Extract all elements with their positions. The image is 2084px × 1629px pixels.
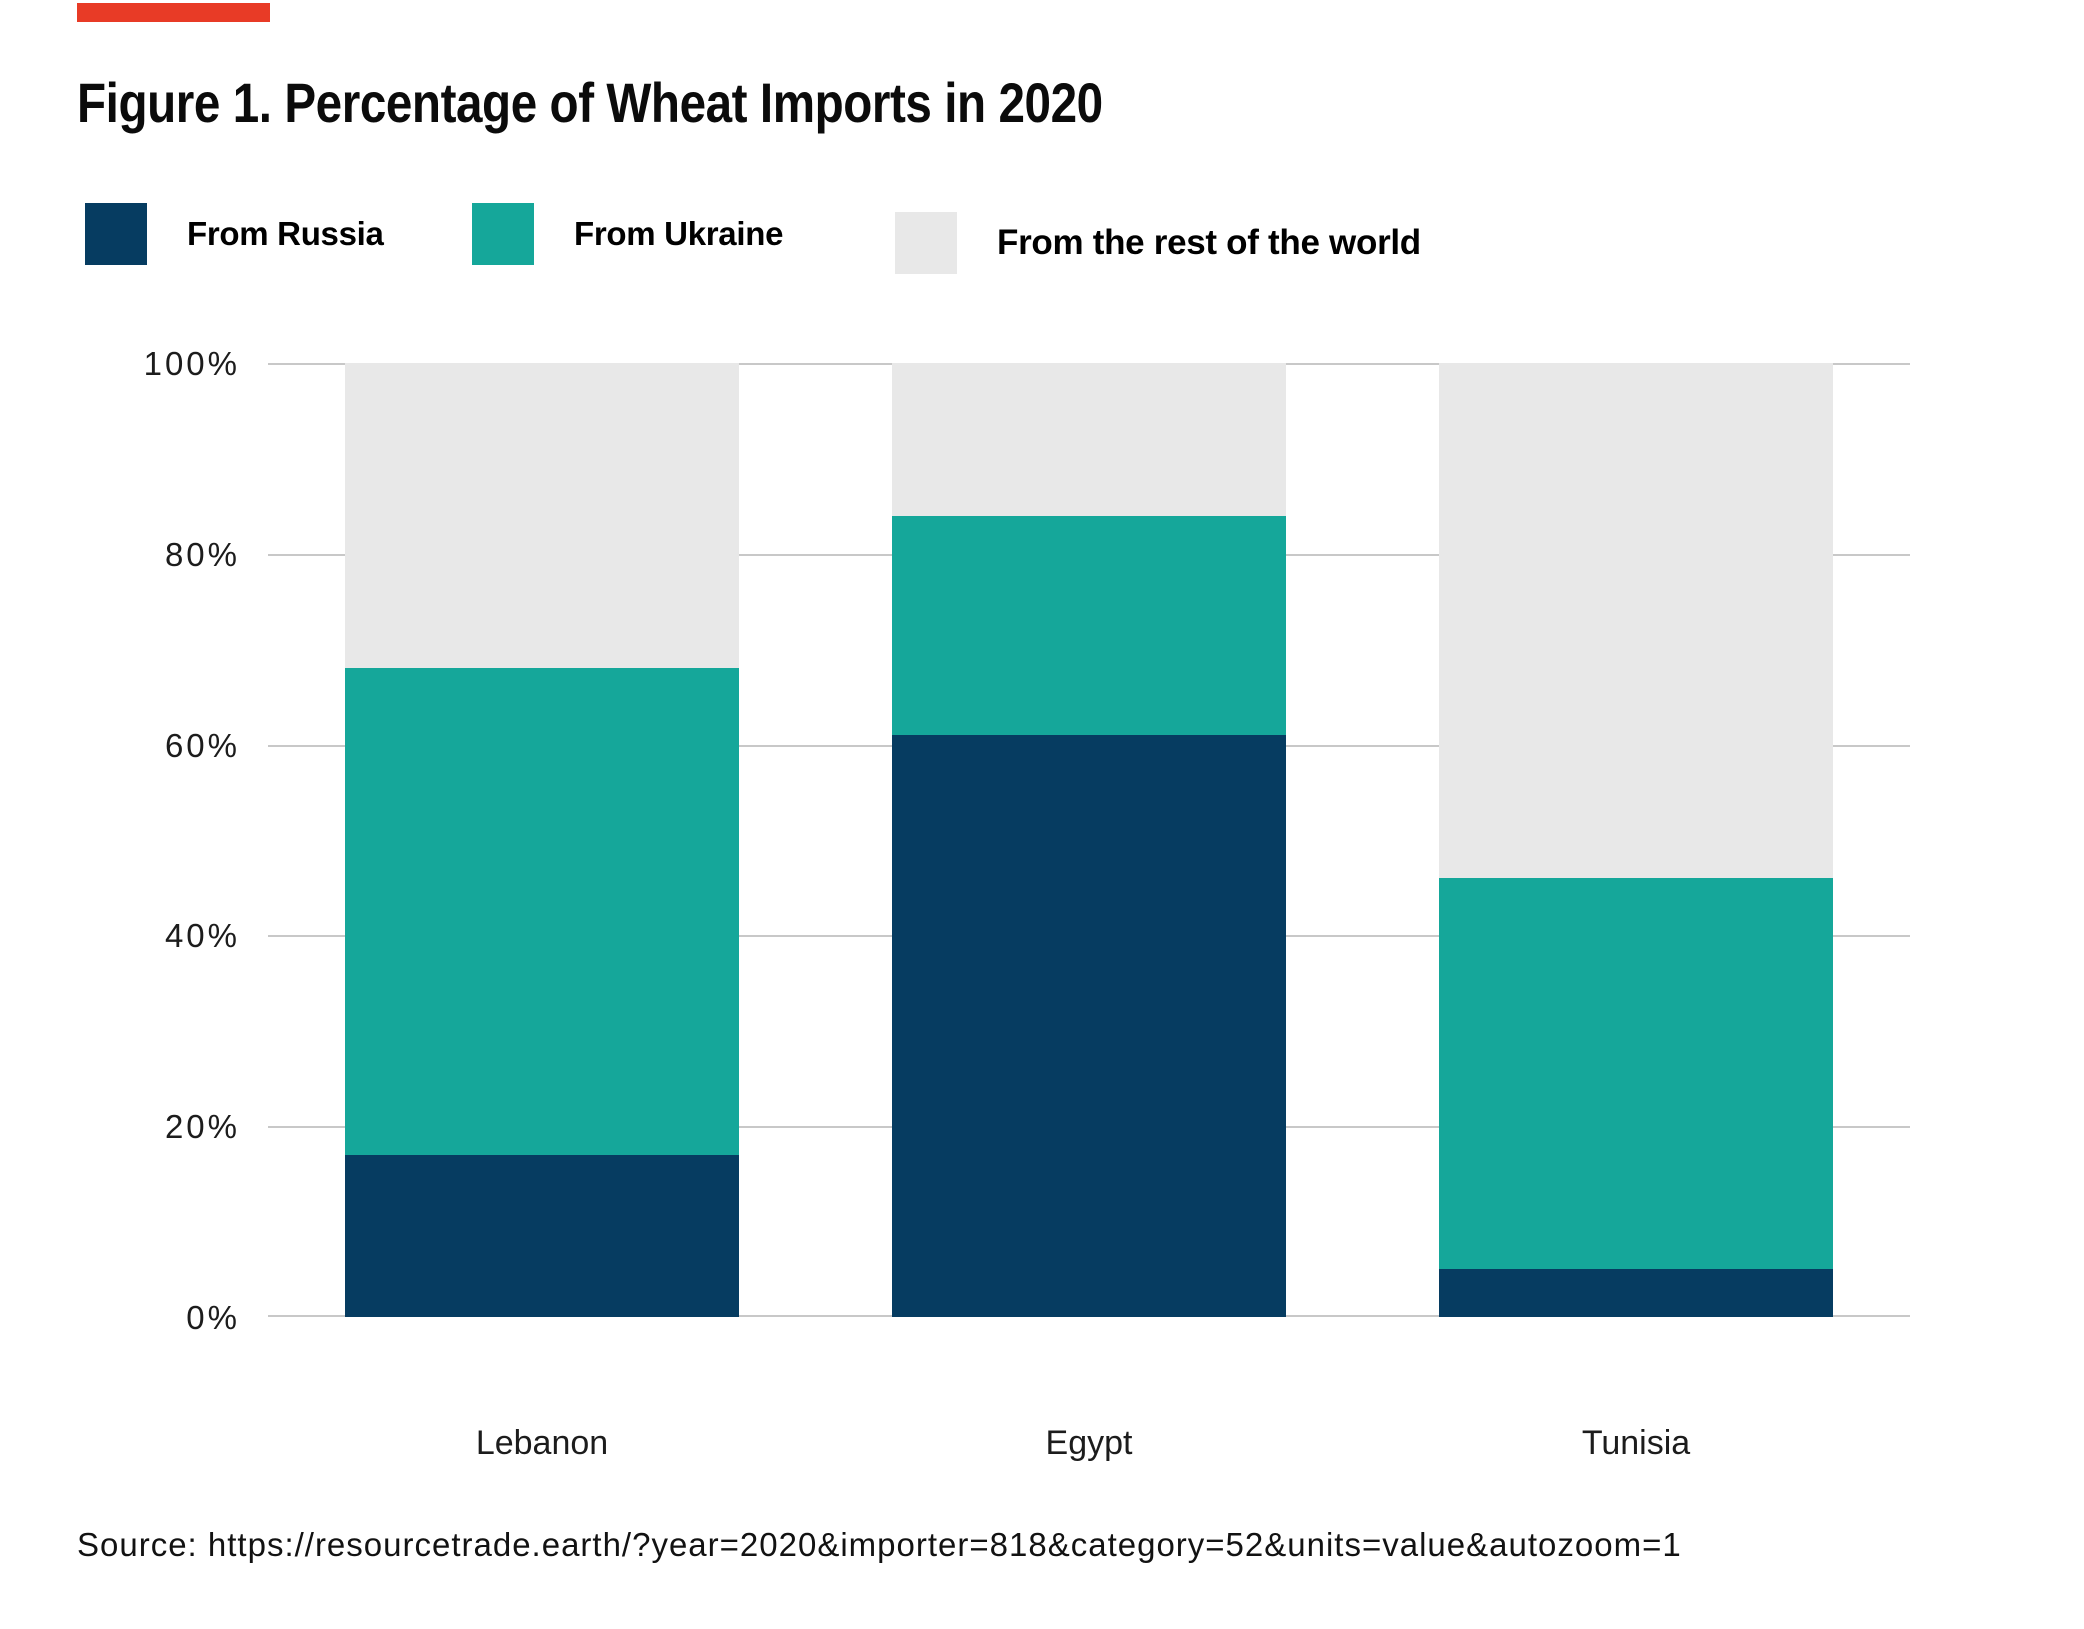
category-label: Lebanon bbox=[475, 1424, 609, 1462]
y-tick-label: 100% bbox=[143, 345, 240, 382]
category-label: Egypt bbox=[1045, 1424, 1133, 1462]
y-tick-label: 60% bbox=[164, 726, 240, 764]
segment-from-ukraine bbox=[1439, 878, 1833, 1270]
stacked-bar-chart bbox=[268, 363, 1910, 1317]
segment-from-russia bbox=[1439, 1269, 1833, 1317]
bar-egypt bbox=[892, 363, 1286, 1317]
source-line: Source: https://resourcetrade.earth/?yea… bbox=[77, 1526, 1682, 1563]
legend-swatch bbox=[85, 203, 147, 265]
segment-from-russia bbox=[892, 735, 1286, 1317]
segment-from-the-rest-of-the-world bbox=[1439, 363, 1833, 879]
legend-label: From the rest of the world bbox=[997, 223, 1421, 262]
segment-from-the-rest-of-the-world bbox=[892, 363, 1286, 516]
segment-from-the-rest-of-the-world bbox=[345, 363, 739, 669]
legend-label: From Ukraine bbox=[574, 215, 784, 252]
brand-accent-bar bbox=[77, 3, 270, 22]
y-tick-label: 40% bbox=[164, 917, 240, 955]
segment-from-ukraine bbox=[345, 668, 739, 1155]
segment-from-ukraine bbox=[892, 515, 1286, 736]
legend-swatch bbox=[895, 212, 957, 274]
figure-title: Figure 1. Percentage of Wheat Imports in… bbox=[77, 71, 1103, 134]
y-tick-label: 80% bbox=[164, 535, 240, 573]
legend-item: From Ukraine bbox=[472, 203, 783, 265]
y-tick-label: 0% bbox=[186, 1299, 240, 1336]
y-tick-label: 20% bbox=[164, 1108, 240, 1146]
legend-swatch bbox=[472, 203, 534, 265]
category-label: Tunisia bbox=[1581, 1424, 1691, 1462]
bar-lebanon bbox=[345, 363, 739, 1317]
bar-tunisia bbox=[1439, 363, 1833, 1317]
legend-label: From Russia bbox=[187, 215, 384, 252]
legend-item: From the rest of the world bbox=[895, 212, 1421, 274]
segment-from-russia bbox=[345, 1154, 739, 1317]
legend-item: From Russia bbox=[85, 203, 384, 265]
